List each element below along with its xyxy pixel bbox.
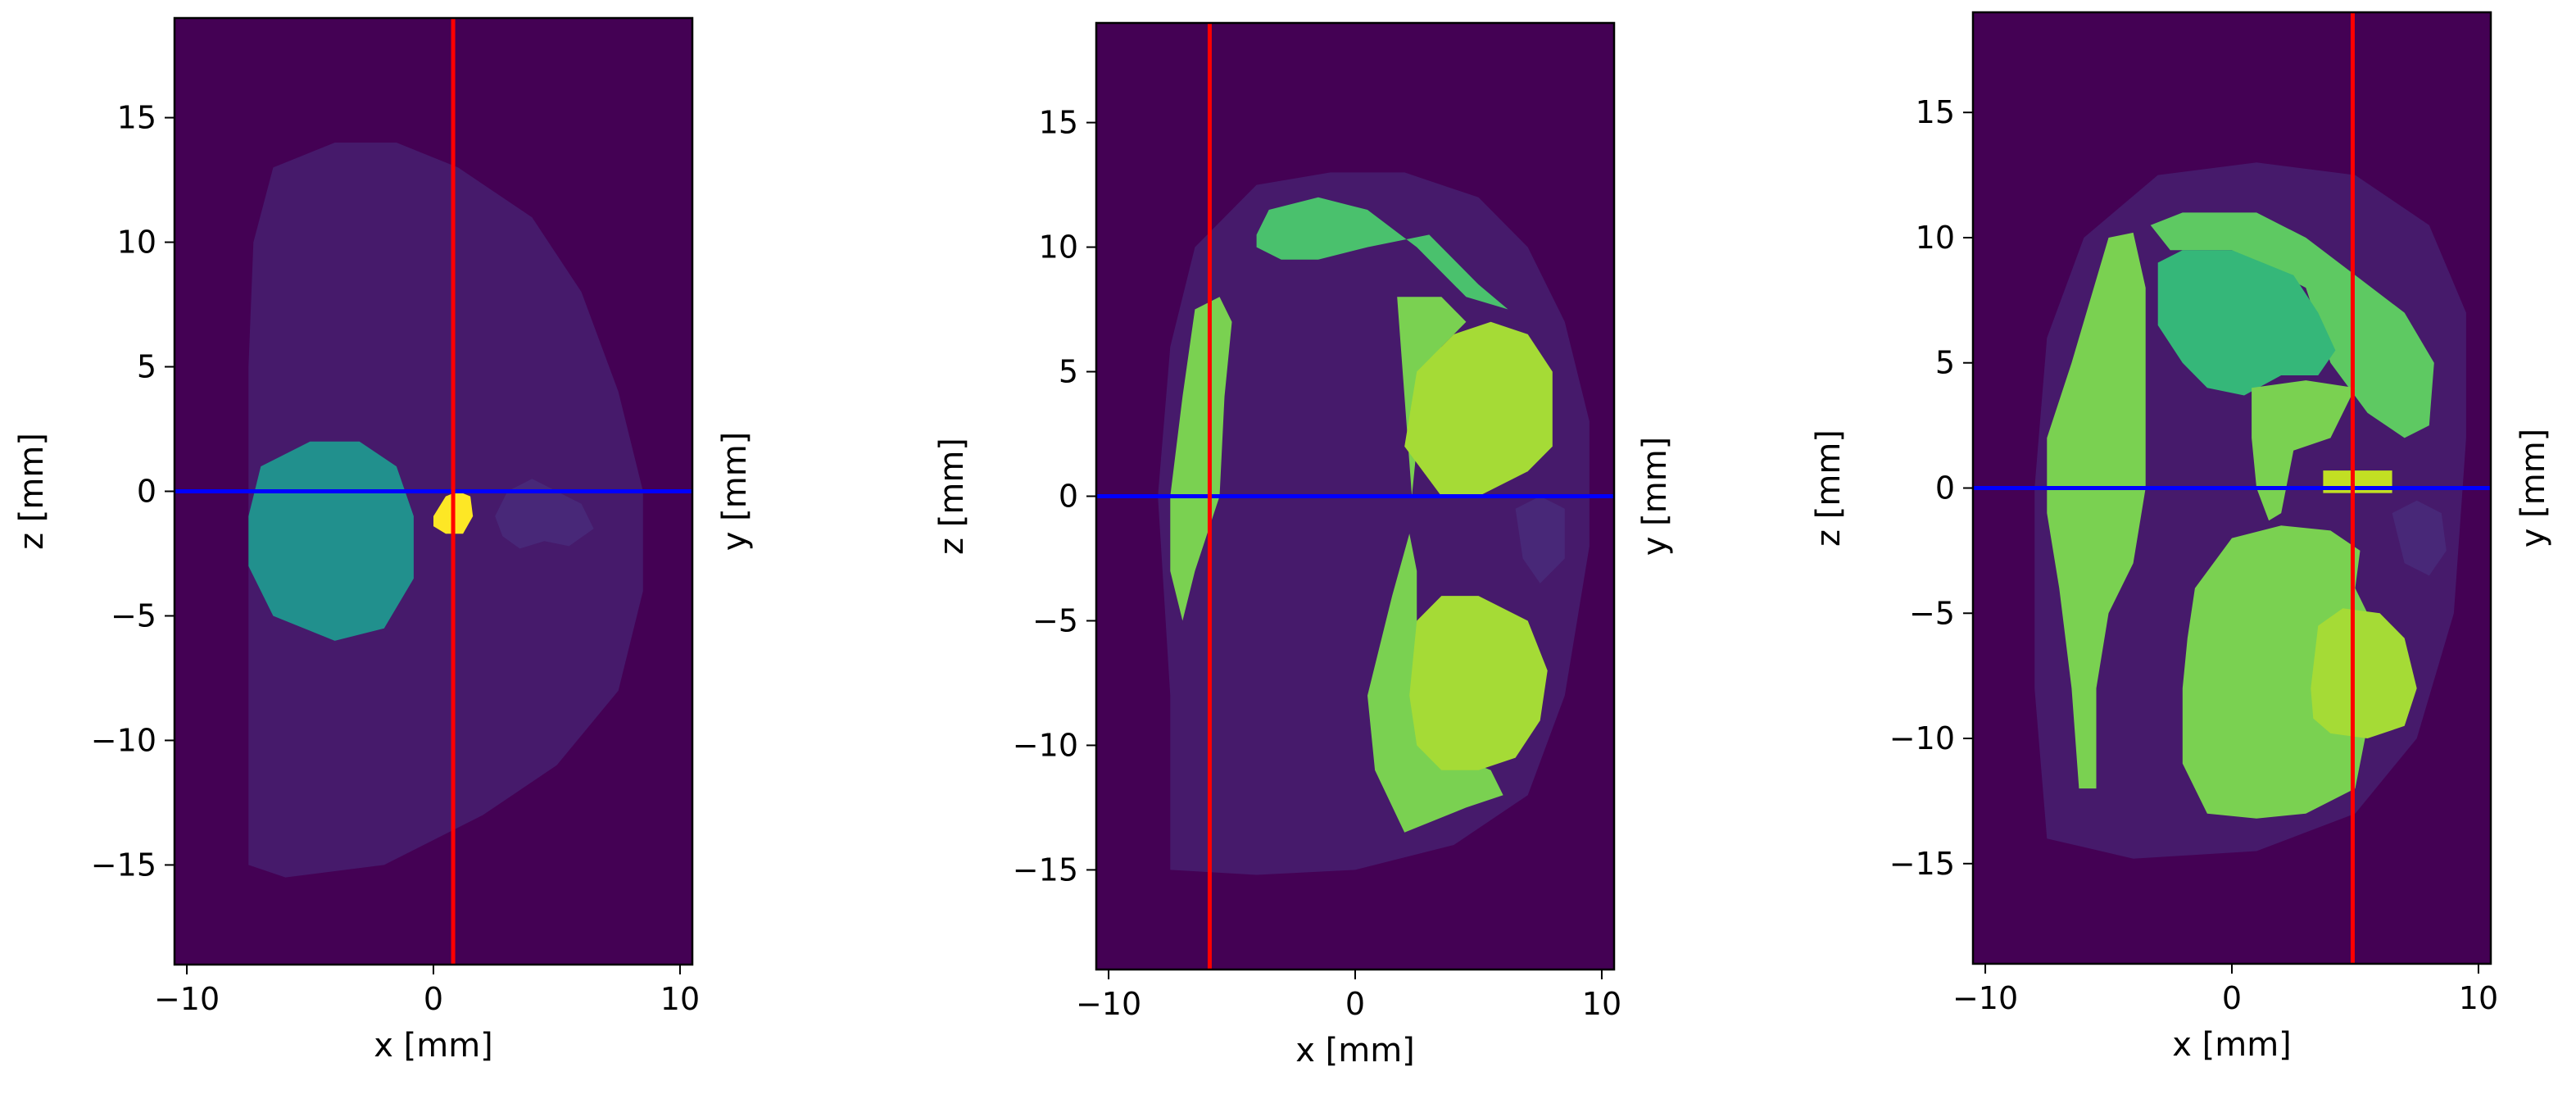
x-axis-label: x [mm] bbox=[1295, 1032, 1415, 1069]
y-tick-label: 15 bbox=[1916, 94, 1955, 130]
y-tick-label: 5 bbox=[137, 349, 156, 385]
y-tick-label: −5 bbox=[1032, 602, 1078, 638]
region-lower-right-organ bbox=[2311, 608, 2417, 738]
x-axis-label: x [mm] bbox=[374, 1027, 493, 1065]
x-tick-label: 10 bbox=[2459, 980, 2498, 1016]
region-left-elongated-organ bbox=[2047, 232, 2146, 789]
y-tick-label: 15 bbox=[117, 100, 156, 136]
region-right-faint-structure bbox=[1515, 496, 1565, 584]
y-tick-label: 0 bbox=[137, 474, 156, 510]
region-right-faint-structure bbox=[495, 479, 594, 549]
y-tick-label: −10 bbox=[91, 722, 156, 758]
region-lower-right-organ bbox=[1409, 596, 1548, 770]
x-axis-label: x [mm] bbox=[2172, 1026, 2292, 1064]
panel-right: 15 10 5 0 −5 −10 −15 −10 0 10 x [mm] z [mm] y [mm] bbox=[1810, 11, 2552, 1064]
y-tick-label: 0 bbox=[1935, 470, 1955, 506]
y-axis-label: z [mm] bbox=[933, 438, 971, 555]
y-tick-label: 10 bbox=[1039, 229, 1078, 266]
y-axis-label: z [mm] bbox=[13, 433, 51, 550]
region-upper-middle-organ bbox=[2157, 250, 2336, 396]
y-tick-label: −15 bbox=[91, 847, 156, 883]
x-tick-label: 0 bbox=[1345, 986, 1365, 1022]
region-left-vertical-organ bbox=[1170, 297, 1232, 621]
x-tick-label: −10 bbox=[1952, 980, 2018, 1016]
right-axis-label: y [mm] bbox=[2515, 429, 2552, 548]
region-left-organ bbox=[248, 441, 414, 641]
y-tick-label: 5 bbox=[1059, 354, 1078, 390]
region-lower-organ bbox=[2182, 525, 2368, 819]
y-tick-label: −5 bbox=[1909, 595, 1955, 631]
right-axis-label: y [mm] bbox=[716, 432, 754, 552]
y-tick-label: −10 bbox=[1013, 727, 1078, 763]
y-tick-label: 5 bbox=[1935, 345, 1955, 381]
y-tick-label: 10 bbox=[1916, 220, 1955, 256]
x-tick-label: −10 bbox=[154, 981, 220, 1017]
y-tick-label: −15 bbox=[1013, 851, 1078, 888]
plot-area bbox=[175, 18, 692, 965]
panel-left: 15 10 5 0 −5 −10 −15 −10 0 10 x [mm] z [mm] y [mm] bbox=[13, 16, 754, 1065]
panel-middle: 15 10 5 0 −5 −10 −15 −10 0 10 x [mm] z [mm] y [mm] bbox=[933, 21, 1674, 1069]
region-lower-middle-organ bbox=[1367, 534, 1503, 833]
y-tick-label: 10 bbox=[117, 225, 156, 261]
region-top-elongated-organ bbox=[1256, 197, 1508, 310]
x-tick-label: 0 bbox=[424, 981, 443, 1017]
region-right-faint-structure bbox=[2392, 500, 2447, 576]
y-axis-label: z [mm] bbox=[1810, 429, 1848, 547]
y-tick-label: −15 bbox=[1889, 846, 1955, 882]
region-middle-column-organ bbox=[2252, 380, 2356, 521]
x-tick-label: 10 bbox=[660, 981, 700, 1017]
region-upper-organ-band bbox=[2150, 212, 2434, 438]
plot-area bbox=[1096, 23, 1614, 970]
region-upper-right-organ bbox=[1404, 321, 1553, 497]
y-tick-label: −5 bbox=[111, 597, 156, 634]
y-tick-label: 15 bbox=[1039, 105, 1078, 141]
x-tick-label: 10 bbox=[1582, 986, 1621, 1022]
x-tick-label: −10 bbox=[1076, 986, 1141, 1022]
right-axis-label: y [mm] bbox=[1636, 437, 1674, 556]
y-tick-label: 0 bbox=[1059, 479, 1078, 515]
y-tick-label: −10 bbox=[1889, 720, 1955, 756]
x-tick-label: 0 bbox=[2222, 980, 2242, 1016]
plot-area bbox=[1973, 12, 2491, 964]
